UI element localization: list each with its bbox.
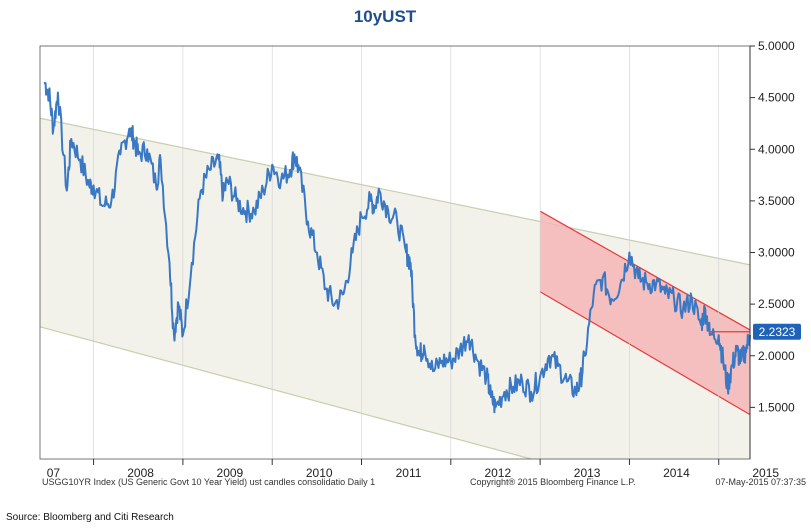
x-tick-label-2: 2009 bbox=[217, 466, 244, 480]
source-note: Source: Bloomberg and Citi Research bbox=[6, 512, 174, 523]
y-tick-label-1: 4.5000 bbox=[758, 91, 795, 105]
y-tick-label-0: 5.0000 bbox=[758, 39, 795, 53]
x-tick-label-6: 2013 bbox=[574, 466, 601, 480]
chart-title: 10yUST bbox=[354, 7, 417, 26]
last-value-label: 2.2323 bbox=[759, 325, 796, 339]
x-tick-label-7: 2014 bbox=[663, 466, 690, 480]
channel-upper-line-0 bbox=[39, 117, 751, 266]
x-axis: 07 2008 2009 2010 2011 2012 2013 2014 2015 bbox=[47, 459, 779, 480]
y-tick-label-6: 2.0000 bbox=[758, 349, 795, 363]
y-tick-label-5: 2.5000 bbox=[758, 297, 795, 311]
footer-copyright: Copyright® 2015 Bloomberg Finance L.P. bbox=[470, 477, 636, 487]
channel-lower-line-1 bbox=[539, 291, 751, 416]
x-tick-label-1: 2008 bbox=[127, 466, 154, 480]
y-tick-label-2: 4.0000 bbox=[758, 142, 795, 156]
footer-index-description: USGG10YR Index (US Generic Govt 10 Year … bbox=[42, 477, 375, 487]
plot-area bbox=[39, 46, 751, 460]
x-tick-label-3: 2010 bbox=[306, 466, 333, 480]
x-tick-label-4: 2011 bbox=[396, 466, 422, 480]
x-tick-label-5: 2012 bbox=[484, 466, 511, 480]
channel-band-0 bbox=[40, 118, 750, 460]
y-tick-label-7: 1.5000 bbox=[758, 400, 795, 414]
x-tick-label-0: 07 bbox=[47, 466, 61, 480]
channel-lower-line-0 bbox=[39, 326, 532, 460]
last-value-callout bbox=[753, 323, 801, 340]
channel-band-1 bbox=[540, 211, 750, 415]
x-tick-label-8: 2015 bbox=[752, 466, 779, 480]
channel-upper-line-1 bbox=[539, 210, 751, 331]
footer-timestamp: 07-May-2015 07:37:35 bbox=[715, 477, 806, 487]
y-tick-label-4: 3.0000 bbox=[758, 246, 795, 260]
yield-series-line bbox=[43, 81, 751, 414]
y-tick-label-3: 3.5000 bbox=[758, 194, 795, 208]
y-axis: 5.0000 4.5000 4.0000 3.5000 3.0000 2.5000 2.00… bbox=[749, 39, 795, 459]
